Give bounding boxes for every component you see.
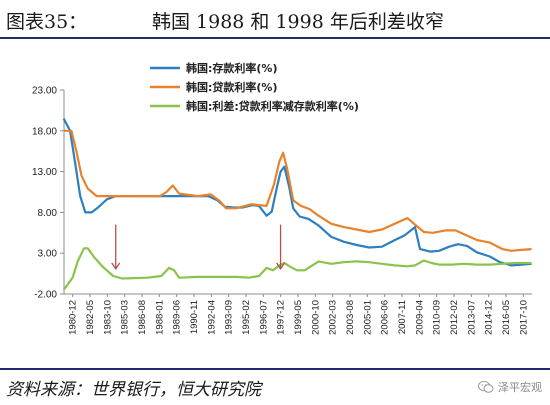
y-tick-label: 8.00 xyxy=(38,208,58,219)
x-tick-label: 1988-01 xyxy=(154,300,165,335)
x-tick-label: 1997-12 xyxy=(276,300,287,335)
figure-header: 图表35： 韩国 1988 和 1998 年后利差收窄 xyxy=(0,0,550,38)
x-tick-label: 2000-10 xyxy=(310,300,321,335)
series-line-3 xyxy=(62,247,532,291)
annotation-arrow-head xyxy=(276,262,286,271)
watermark: 泽平宏观 xyxy=(478,379,542,395)
x-tick-label: 2016-05 xyxy=(501,300,512,335)
x-tick-label: 2005-01 xyxy=(362,300,373,335)
x-tick-label: 2017-10 xyxy=(518,300,529,335)
x-tick-label: 1980-12 xyxy=(68,300,79,335)
x-tick-label: 2009-04 xyxy=(414,300,425,335)
wechat-icon xyxy=(478,380,494,393)
y-tick-label: 13.00 xyxy=(32,167,57,178)
figure-number: 图表35： xyxy=(6,11,88,33)
x-tick-label: 2014-12 xyxy=(484,300,495,335)
x-tick-label: 2010-09 xyxy=(432,300,443,335)
watermark-text: 泽平宏观 xyxy=(498,381,542,394)
y-tick-label: 23.00 xyxy=(32,86,57,97)
x-tick-label: 1999-05 xyxy=(293,300,304,335)
x-tick-label: 1985-03 xyxy=(120,300,131,335)
legend-label-1: 韩国:存款利率(%) xyxy=(186,61,277,75)
y-tick-label: 18.00 xyxy=(32,126,57,137)
x-tick-label: 1996-07 xyxy=(258,300,269,335)
x-tick-label: 1982-05 xyxy=(85,300,96,335)
bottom-rule xyxy=(0,368,550,370)
series-line-1 xyxy=(62,118,532,267)
legend-label-3: 韩国:利差:贷款利率减存款利率(%) xyxy=(186,99,359,113)
top-rule xyxy=(0,37,550,39)
chart-legend: 韩国:存款利率(%) 韩国:贷款利率(%) 韩国:利差:贷款利率减存款利率(%) xyxy=(150,61,359,113)
x-tick-label: 2003-08 xyxy=(345,300,356,335)
x-tick-label: 2006-06 xyxy=(380,300,391,335)
y-tick-label: -2.00 xyxy=(34,290,57,301)
figure-title: 韩国 1988 和 1998 年后利差收窄 xyxy=(152,11,444,33)
line-chart: -2.00 3.00 8.00 13.00 18.00 23.00 1980-12 1982-… xyxy=(32,61,532,335)
annotation-arrow-head xyxy=(111,262,121,271)
x-tick-label: 1993-09 xyxy=(224,300,235,335)
x-tick-label: 1995-02 xyxy=(241,300,252,335)
x-tick-label: 1986-08 xyxy=(137,300,148,335)
series-line-2 xyxy=(63,129,532,252)
y-tick-label: 3.00 xyxy=(38,249,58,260)
x-tick-label: 1990-11 xyxy=(189,300,200,334)
x-tick-label: 2013-07 xyxy=(466,300,477,335)
x-tick-label: 2012-02 xyxy=(449,300,460,335)
x-tick-label: 1983-10 xyxy=(102,300,113,335)
x-tick-label: 2007-11 xyxy=(397,300,408,334)
x-tick-label: 2002-03 xyxy=(328,300,339,335)
plot-area: -2.00 3.00 8.00 13.00 18.00 23.00 1980-12 1982-… xyxy=(32,86,532,335)
x-tick-label: 1992-04 xyxy=(206,300,217,335)
source-note: 资料来源：世界银行，恒大研究院 xyxy=(6,380,261,400)
legend-label-2: 韩国:贷款利率(%) xyxy=(186,80,277,94)
x-tick-label: 1989-06 xyxy=(172,300,183,335)
